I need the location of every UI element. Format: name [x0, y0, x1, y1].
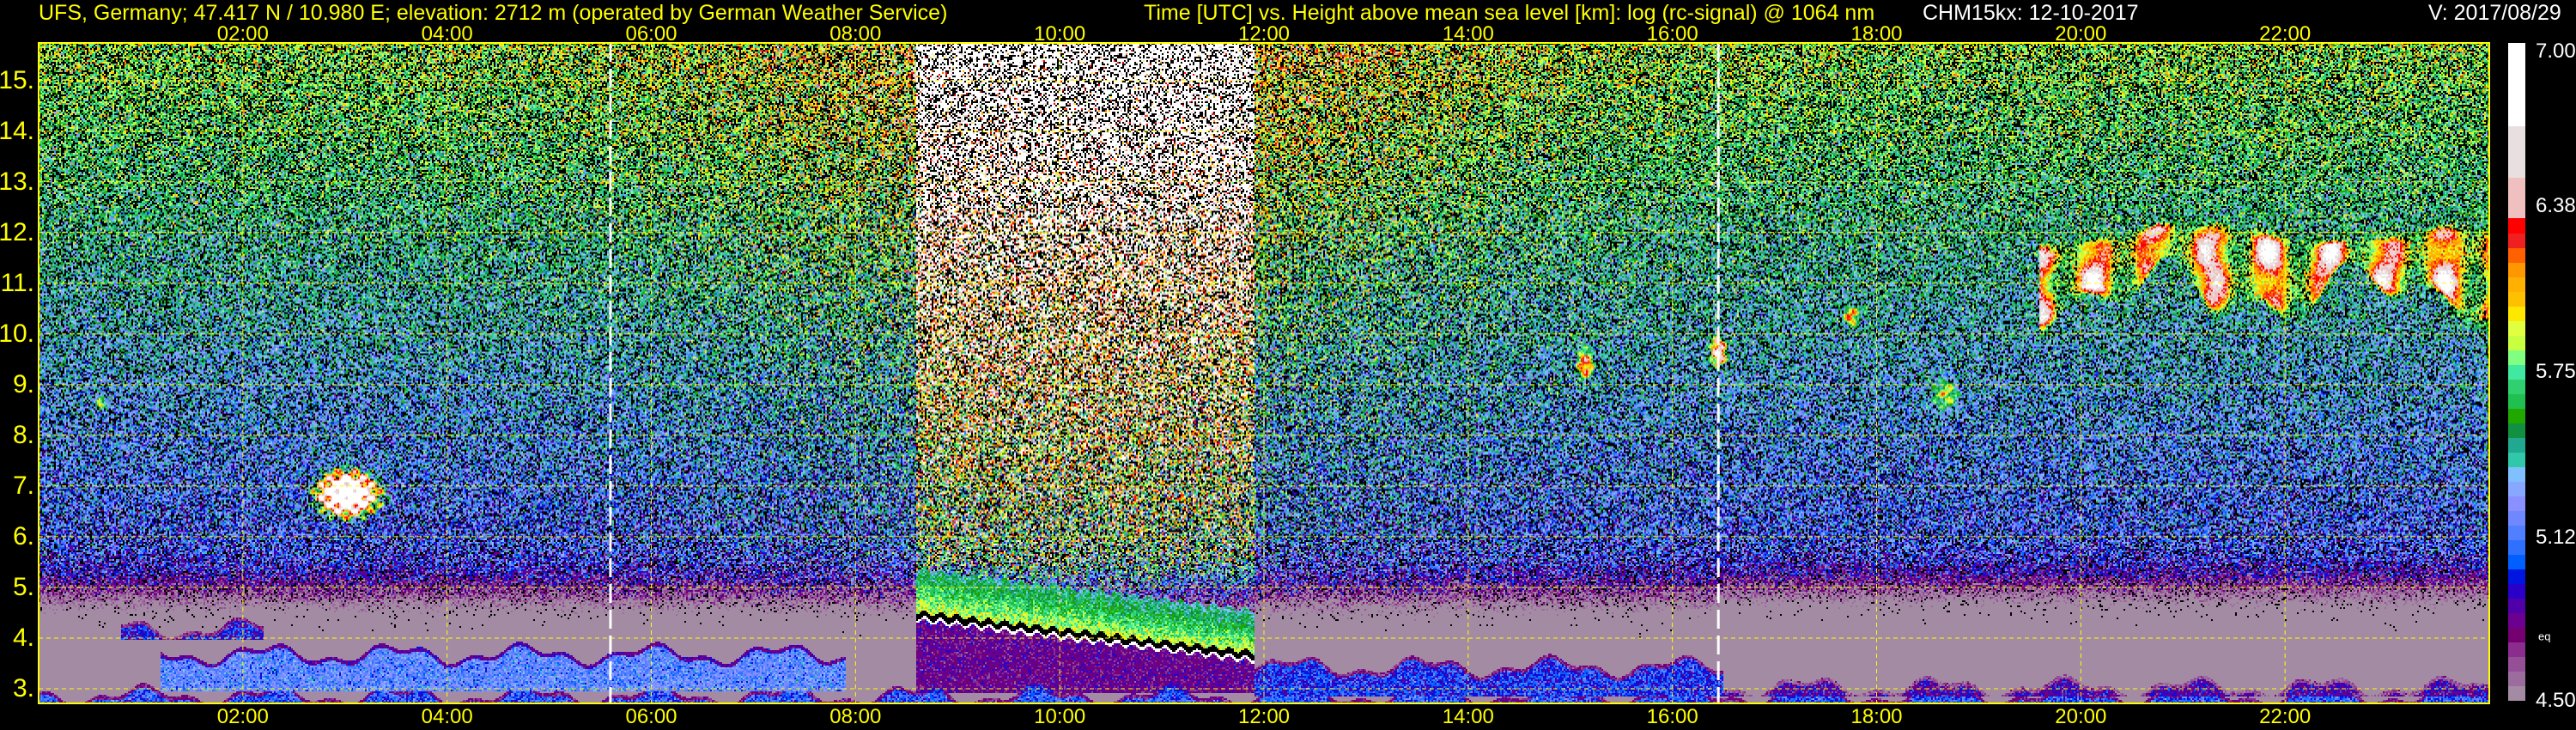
x-tick-label-top: 10:00 — [1034, 22, 1086, 46]
colorbar-swatch — [2508, 525, 2525, 540]
x-tick-label-top: 02:00 — [216, 22, 269, 46]
colorbar-swatch — [2508, 393, 2525, 409]
colorbar-swatch — [2508, 320, 2525, 336]
colorbar-swatch — [2508, 262, 2525, 277]
x-tick-label-top: 14:00 — [1442, 22, 1494, 46]
x-tick-label-top: 18:00 — [1850, 22, 1903, 46]
colorbar-swatch — [2508, 277, 2525, 292]
backscatter-heatmap — [39, 43, 2489, 703]
x-tick-label-top: 16:00 — [1646, 22, 1698, 46]
y-tick-label: 4. — [12, 623, 34, 652]
y-tick-label: 14. — [0, 116, 34, 145]
x-tick-label-bottom: 04:00 — [421, 705, 473, 728]
colorbar-unit-label: eq — [2538, 630, 2551, 643]
x-tick-label-top: 12:00 — [1237, 22, 1291, 46]
colorbar — [2508, 43, 2525, 701]
colorbar-tick-label: 5.75 — [2536, 360, 2576, 383]
y-tick-label: 11. — [0, 268, 34, 297]
colorbar-swatch — [2508, 554, 2525, 569]
colorbar-swatch — [2508, 218, 2525, 234]
y-tick-label: 15. — [0, 65, 34, 94]
x-tick-label-bottom: 22:00 — [2259, 705, 2312, 728]
colorbar-swatch — [2508, 233, 2525, 248]
colorbar-swatch — [2508, 437, 2525, 453]
x-tick-label-bottom: 16:00 — [1646, 705, 1698, 728]
colorbar-swatch — [2508, 408, 2525, 423]
colorbar-swatch — [2508, 466, 2525, 482]
colorbar-swatch — [2508, 43, 2525, 127]
x-tick-label-top: 08:00 — [829, 22, 882, 46]
colorbar-tick-label: 5.12 — [2536, 526, 2576, 550]
y-tick-label: 12. — [0, 217, 34, 246]
colorbar-swatch — [2508, 306, 2525, 321]
colorbar-swatch — [2508, 423, 2525, 438]
colorbar-swatch — [2508, 671, 2525, 686]
colorbar-swatch — [2508, 364, 2525, 380]
colorbar-swatch — [2508, 379, 2525, 394]
x-tick-label-top: 06:00 — [625, 22, 677, 46]
x-tick-label-bottom: 06:00 — [625, 705, 677, 728]
colorbar-swatch — [2508, 177, 2525, 219]
y-tick-label: 5. — [12, 572, 34, 601]
colorbar-swatch — [2508, 656, 2525, 672]
y-tick-label: 8. — [12, 420, 34, 449]
colorbar-swatch — [2508, 627, 2525, 642]
y-tick-label: 10. — [0, 319, 34, 348]
instrument-date: CHM15kx: 12-10-2017 — [1923, 1, 2139, 25]
colorbar-swatch — [2508, 510, 2525, 526]
x-tick-label-bottom: 10:00 — [1034, 705, 1086, 728]
colorbar-tick-label: 6.38 — [2536, 193, 2576, 217]
y-tick-label: 13. — [0, 167, 34, 196]
colorbar-swatch — [2508, 539, 2525, 555]
x-tick-label-top: 22:00 — [2259, 22, 2312, 46]
colorbar-swatch — [2508, 452, 2525, 467]
colorbar-swatch — [2508, 642, 2525, 657]
colorbar-tick-label: 4.50 — [2536, 689, 2576, 712]
x-tick-label-bottom: 20:00 — [2055, 705, 2107, 728]
colorbar-swatch — [2508, 481, 2525, 496]
station-title: UFS, Germany; 47.417 N / 10.980 E; eleva… — [39, 1, 948, 25]
x-tick-label-top: 20:00 — [2055, 22, 2107, 46]
plot-title: Time [UTC] vs. Height above mean sea lev… — [1144, 1, 1875, 25]
y-tick-label: 9. — [12, 369, 34, 398]
colorbar-swatch — [2508, 583, 2525, 599]
x-tick-label-bottom: 18:00 — [1850, 705, 1903, 728]
x-tick-label-bottom: 12:00 — [1237, 705, 1291, 728]
y-tick-label: 6. — [12, 521, 34, 551]
colorbar-swatch — [2508, 335, 2525, 350]
x-tick-label-top: 04:00 — [421, 22, 473, 46]
colorbar-swatch — [2508, 612, 2525, 628]
colorbar-tick-label: 7.00 — [2536, 40, 2576, 63]
colorbar-swatch — [2508, 350, 2525, 365]
colorbar-swatch — [2508, 126, 2525, 178]
y-tick-label: 7. — [12, 471, 34, 500]
x-tick-label-bottom: 14:00 — [1442, 705, 1494, 728]
colorbar-swatch — [2508, 496, 2525, 511]
y-tick-label: 3. — [12, 674, 34, 703]
x-tick-label-bottom: 08:00 — [829, 705, 882, 728]
x-tick-label-bottom: 02:00 — [216, 705, 269, 728]
colorbar-swatch — [2508, 291, 2525, 307]
colorbar-swatch — [2508, 685, 2525, 701]
colorbar-swatch — [2508, 569, 2525, 584]
colorbar-swatch — [2508, 247, 2525, 263]
colorbar-swatch — [2508, 598, 2525, 613]
software-version: V: 2017/08/29 — [2428, 1, 2561, 25]
